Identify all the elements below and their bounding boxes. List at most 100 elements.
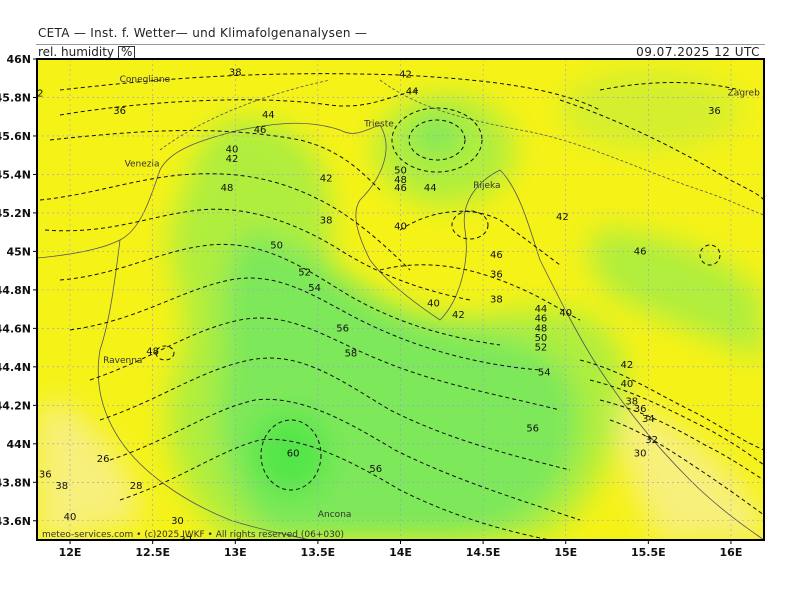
city-label: Zagreb: [728, 89, 760, 99]
contour-line: [39, 173, 411, 271]
contour-label: 52: [298, 268, 311, 279]
contour-label: 38: [229, 67, 242, 78]
contour-line: [59, 73, 601, 111]
lat-tick-label: 45.4N: [0, 168, 31, 181]
lat-tick-label: 45N: [6, 245, 31, 258]
coast-north-italy: [37, 122, 381, 259]
footer-copyright: meteo-services.com • (c)2025 IWKF • All …: [42, 530, 344, 540]
coast-croatia: [355, 124, 764, 540]
map-header-title: CETA — Inst. f. Wetter— und Klimafolgena…: [38, 26, 368, 40]
contour-label: 44: [535, 304, 548, 315]
contour-label: 40: [620, 379, 633, 390]
contour-label: 48: [535, 323, 548, 334]
contour-label: 42: [320, 173, 333, 184]
contour-label: 54: [538, 368, 551, 379]
lat-tick-label: 45.8N: [0, 91, 31, 104]
contour-closed-60: [260, 419, 322, 491]
contour-label: 46: [394, 183, 407, 194]
contour-label: 42: [620, 360, 633, 371]
contour-line: [559, 99, 764, 201]
contour-label: 34: [642, 414, 655, 425]
contour-closed-north-inner: [408, 119, 466, 161]
lon-tick-label: 12E: [59, 546, 82, 559]
contour-line: [599, 82, 741, 91]
contour-label: 60: [287, 448, 300, 459]
lon-tick-label: 14E: [389, 546, 412, 559]
contour-label: 36: [39, 470, 52, 481]
contour-label: 58: [345, 348, 358, 359]
contour-label: 36: [113, 106, 126, 117]
shade-green-core: [412, 115, 462, 155]
contour-label: 46: [490, 250, 503, 261]
lat-tick-label: 44.6N: [0, 322, 31, 335]
contour-label: 42: [452, 310, 465, 321]
contour-label: 36: [490, 269, 503, 280]
contour-label: 40: [226, 144, 239, 155]
lat-axis: 46N 45.8N 45.6N 45.4N 45.2N 45N 44.8N 44.6N 44.4…: [0, 53, 37, 528]
lon-tick-label: 12.5E: [135, 546, 170, 559]
contour-line: [379, 264, 581, 321]
contour-label: 44: [262, 110, 275, 121]
lon-axis: 12E 12.5E 13E 13.5E 14E 14.5E 15E 15.5E 16E: [59, 540, 743, 559]
contour-label: 48: [146, 346, 159, 357]
lon-tick-label: 14.5E: [466, 546, 501, 559]
contour-label: 40: [64, 512, 77, 523]
lat-tick-label: 43.8N: [0, 476, 31, 489]
contour-label: 38: [490, 295, 503, 306]
contour-label: 42: [399, 69, 412, 80]
contour-lines: [39, 73, 764, 540]
lon-tick-label: 16E: [720, 546, 743, 559]
lat-tick-label: 45.2N: [0, 207, 31, 220]
contour-label: 42: [556, 212, 569, 223]
lon-tick-label: 13.5E: [301, 546, 336, 559]
contour-label: 48: [394, 175, 407, 186]
city-markers: Conegliano Venezia Trieste Rijeka Zagreb Rave…: [103, 75, 760, 520]
shade-bright-green: [252, 413, 328, 497]
lon-tick-label: 13E: [224, 546, 247, 559]
grid-lines: [37, 59, 764, 540]
contour-label: 36: [634, 404, 647, 415]
contour-label: 56: [336, 323, 349, 334]
contour-label: 40: [559, 308, 572, 319]
map-field: Conegliano Venezia Trieste Rijeka Zagreb Rave…: [37, 59, 764, 546]
contour-label: 38: [55, 481, 68, 492]
shade-yellow-green-ne: [560, 70, 740, 150]
contour-label: 32: [645, 435, 658, 446]
lon-tick-label: 15.5E: [631, 546, 666, 559]
contour-line: [399, 210, 561, 266]
contour-line: [119, 438, 551, 540]
contour-label: 38: [625, 396, 638, 407]
header-rule: [36, 44, 765, 59]
contour-label: 32: [179, 535, 192, 546]
parameter-name: rel. humidity: [38, 45, 115, 59]
city-label: Rijeka: [473, 181, 500, 191]
lon-tick-label: 15E: [554, 546, 577, 559]
humidity-shading: [37, 70, 764, 540]
lat-tick-label: 45.6N: [0, 130, 31, 143]
contour-line: [89, 317, 561, 411]
contour-label: 46: [535, 314, 548, 325]
contour-line: [579, 359, 764, 451]
contour-label: 50: [394, 166, 407, 177]
contour-line: [44, 208, 471, 301]
city-label: Trieste: [363, 119, 394, 129]
contour-label: 30: [171, 516, 184, 527]
contour-closed-north: [391, 107, 483, 173]
contour-label: 26: [97, 454, 110, 465]
borders: [159, 79, 764, 216]
contour-line: [69, 277, 541, 371]
contour-label: 44: [424, 183, 437, 194]
contour-label: 50: [270, 241, 283, 252]
contour-label: 38: [320, 216, 333, 227]
lat-tick-label: 44N: [6, 438, 31, 451]
shade-pale-yellow-se: [618, 400, 764, 540]
coastlines: [37, 79, 764, 540]
contour-label: 28: [130, 481, 143, 492]
contour-line: [99, 357, 571, 471]
contour-label: 36: [708, 106, 721, 117]
city-label: Conegliano: [120, 75, 171, 85]
lat-tick-label: 44.8N: [0, 284, 31, 297]
contour-label: 40: [394, 221, 407, 232]
